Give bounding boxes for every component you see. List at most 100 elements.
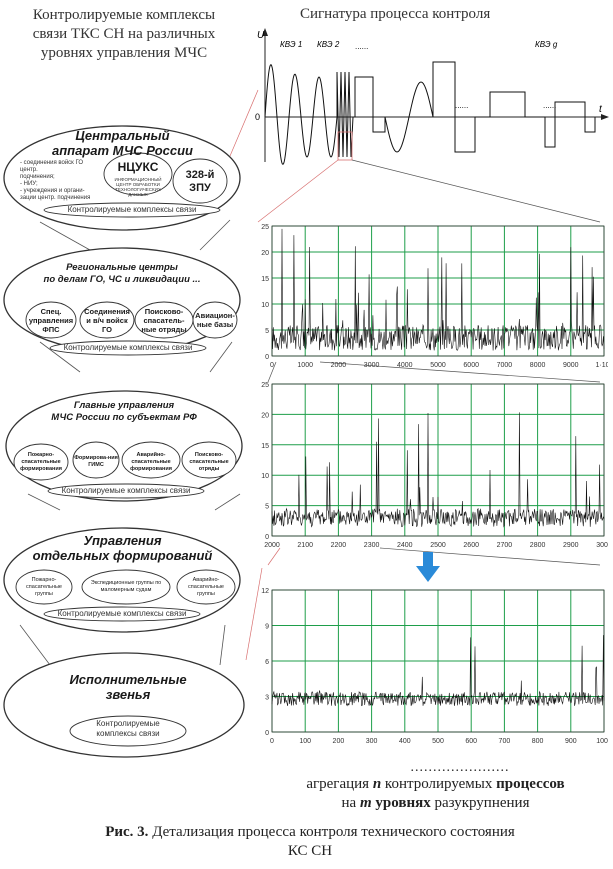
x-tick-label: 2800 <box>530 542 546 549</box>
y-tick-label: 3 <box>265 695 269 702</box>
x-tick-label: 2300 <box>364 542 380 549</box>
x-tick-label: 2400 <box>397 542 413 549</box>
level-1-small-text: - соединения войск ГО центр. подчинения;… <box>20 160 91 201</box>
kve-2-label: КВЭ 2 <box>317 40 340 49</box>
y-tick-label: 0 <box>265 730 269 737</box>
x-tick-label: 800 <box>532 738 544 745</box>
level-2-title: Региональные центры по делам ГО, ЧС и ли… <box>43 262 201 285</box>
x-tick-label: 2600 <box>463 542 479 549</box>
x-tick-label: 6000 <box>463 362 479 369</box>
y-tick-label: 15 <box>261 276 269 283</box>
level-3-title: Главные управления МЧС России по субъект… <box>51 400 197 423</box>
level-4-title: Управления отдельных формирований <box>32 533 213 563</box>
level-3-ellipse <box>5 390 243 502</box>
bubble-gims: Формирова-ния ГИМС <box>74 455 118 468</box>
y-tick-label: 0 <box>265 354 269 361</box>
chart-3: 0 100 200 300 400 500 600 700 800 900 1000 0 3 6 9 12 <box>261 588 608 745</box>
y-tick-label: 25 <box>261 224 269 231</box>
series-line <box>271 635 605 707</box>
x-tick-label: 2500 <box>430 542 446 549</box>
bubble-soedineniya-go: Соединения и в/ч войск ГО <box>84 306 130 334</box>
t-axis-label: t <box>599 104 603 115</box>
level-1-title: Центральный аппарат МЧС России <box>52 128 193 158</box>
x-tick-label: 600 <box>465 738 477 745</box>
x-tick-label: 1000 <box>297 362 313 369</box>
y-tick-label: 6 <box>265 659 269 666</box>
bottom-dots: ...................... <box>410 760 510 775</box>
sig-dots-1: ...... <box>355 42 368 51</box>
plot-frame <box>271 589 605 733</box>
sig-dots-3: ...... <box>543 101 556 110</box>
plot-frame <box>271 383 605 537</box>
x-tick-label: 100 <box>299 738 311 745</box>
chart-1: 0 1000 2000 3000 4000 5000 6000 7000 8000 9000 1·1… <box>261 224 608 369</box>
plot-frame <box>271 225 605 357</box>
x-tick-label: 5000 <box>430 362 446 369</box>
y-tick-label: 5 <box>265 504 269 511</box>
x-tick-label: 2200 <box>331 542 347 549</box>
sig-dots-2: ...... <box>455 101 468 110</box>
bubble-pozh-gruppy: Пожарно-спасательные группы <box>26 576 62 597</box>
bubble-avar-spas: Аварийно-спасательные формирования <box>130 451 172 472</box>
x-tick-label: 0 <box>270 738 274 745</box>
x-tick-label: 700 <box>499 738 511 745</box>
bottom-line-3: на m уровнях разукрупнения <box>341 795 530 811</box>
x-tick-label: 500 <box>432 738 444 745</box>
bubble-poiskovo-spas: Поисково-спасатель-ные отряды <box>141 306 187 334</box>
y-tick-label: 20 <box>261 412 269 419</box>
x-tick-label: 7000 <box>497 362 513 369</box>
kve-g-label: КВЭ g <box>535 40 558 49</box>
x-tick-label: 300 <box>366 738 378 745</box>
bubble-ncuks-sub: ИНФОРМАЦИОННЫЙ ЦЕНТР ОБРАБОТКИ ТЕХНОЛОГИ… <box>114 177 162 197</box>
level-4-caption: Контролируемые комплексы связи <box>57 609 187 618</box>
bubble-328-zpu: 328-й ЗПУ <box>185 169 215 194</box>
signature-waveform <box>264 61 596 165</box>
signature-plot: U t 0 КВЭ 1 КВЭ 2 КВЭ g ...... ...... ..… <box>255 28 609 165</box>
x-tick-label: 2000 <box>264 542 280 549</box>
y-tick-label: 25 <box>261 382 269 389</box>
x-tick-label: 0 <box>270 362 274 369</box>
series-line <box>271 412 605 528</box>
bottom-line-2: агрегация n контролируемых процессов <box>306 776 565 792</box>
x-tick-label: 8000 <box>530 362 546 369</box>
level-5-caption: Контролируемые комплексы связи <box>96 719 160 738</box>
y-tick-label: 20 <box>261 250 269 257</box>
x-tick-label: 2700 <box>497 542 513 549</box>
down-arrow-icon <box>416 552 440 582</box>
y-tick-label: 15 <box>261 443 269 450</box>
y-tick-label: 10 <box>261 473 269 480</box>
right-title: Сигнатура процесса контроля <box>300 6 491 22</box>
left-title: Контролируемые комплексы связи ТКС СН на… <box>32 7 216 61</box>
bubble-aviabazy: Авиацион-ные базы <box>195 311 235 329</box>
y-tick-label: 10 <box>261 302 269 309</box>
x-tick-label: 4000 <box>397 362 413 369</box>
x-tick-label: 2900 <box>563 542 579 549</box>
chart-2: 2000 2100 2200 2300 2400 2500 2600 2700 2800 2900… <box>261 382 608 549</box>
bubble-avar-gruppy: Аварийно-спасательные группы <box>188 576 224 597</box>
u-axis-label: U <box>257 30 265 41</box>
x-tick-label: 3000 <box>596 542 608 549</box>
x-tick-label: 1000 <box>596 738 608 745</box>
x-tick-label: 900 <box>565 738 577 745</box>
series-line <box>271 228 605 351</box>
y-tick-label: 0 <box>265 534 269 541</box>
bubble-pozharno-spas: Пожарно-спасательные формирования <box>20 451 62 472</box>
kve-1-label: КВЭ 1 <box>280 40 302 49</box>
x-tick-label: 400 <box>399 738 411 745</box>
x-tick-label: 3000 <box>364 362 380 369</box>
level-3-caption: Контролируемые комплексы связи <box>61 486 191 495</box>
bubble-eksped-gruppy: Экспедиционные группы по маломерным суда… <box>90 580 162 593</box>
bubble-ncuks: НЦУКС <box>117 159 159 174</box>
figure-caption: Рис. 3. Детализация процесса контроля те… <box>105 824 515 859</box>
level-1-caption: Контролируемые комплексы связи <box>67 205 197 214</box>
bubble-spec-upr-fps: Спец. управления ФПС <box>28 306 74 334</box>
zero-label: 0 <box>255 112 260 122</box>
x-tick-label: 2100 <box>297 542 313 549</box>
y-tick-label: 12 <box>261 588 269 595</box>
x-tick-label: 1·10⁴ <box>595 362 608 369</box>
y-tick-label: 5 <box>265 328 269 335</box>
level-2-caption: Контролируемые комплексы связи <box>63 343 193 352</box>
x-tick-label: 9000 <box>563 362 579 369</box>
